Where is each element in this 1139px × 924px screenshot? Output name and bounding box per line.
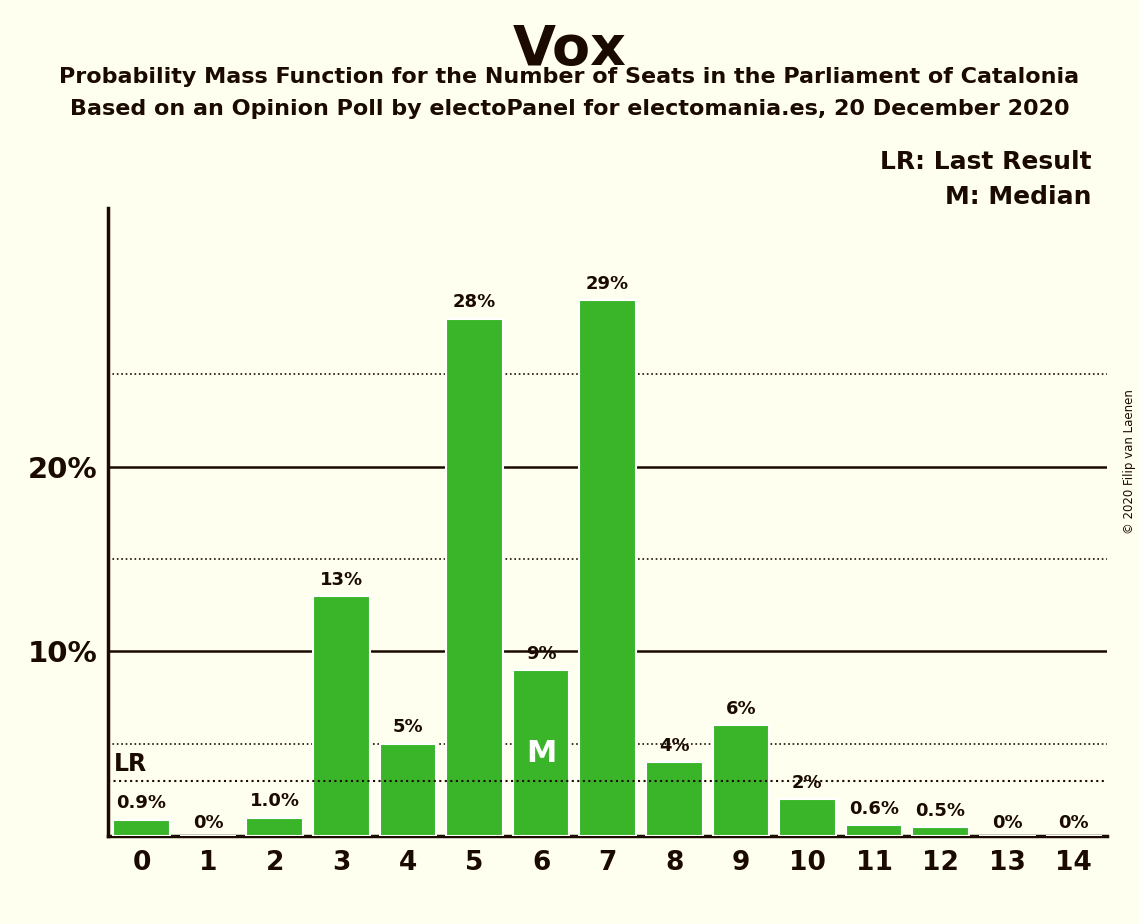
Text: M: Median: M: Median [944,185,1091,209]
Text: LR: LR [114,752,147,776]
Text: 0%: 0% [192,814,223,832]
Text: M: M [526,738,556,768]
Text: Based on an Opinion Poll by electoPanel for electomania.es, 20 December 2020: Based on an Opinion Poll by electoPanel … [69,99,1070,119]
Bar [379,744,436,836]
Bar [846,825,902,836]
Bar [912,827,969,836]
Bar [113,820,170,836]
Bar [446,319,502,836]
Bar [313,596,369,836]
Text: 0.9%: 0.9% [116,795,166,812]
Text: 29%: 29% [587,275,629,293]
Text: 13%: 13% [320,571,363,589]
Text: 0.6%: 0.6% [849,800,899,818]
Text: Vox: Vox [513,23,626,77]
Text: 6%: 6% [726,700,756,718]
Bar [246,818,303,836]
Bar [580,300,636,836]
Text: 2%: 2% [792,774,822,792]
Text: 0%: 0% [1058,814,1089,832]
Text: 0.5%: 0.5% [916,802,966,820]
Bar [713,725,769,836]
Text: 28%: 28% [453,294,497,311]
Bar [513,670,570,836]
Text: LR: Last Result: LR: Last Result [879,150,1091,174]
Text: 4%: 4% [659,737,689,755]
Text: 1.0%: 1.0% [249,793,300,810]
Bar [779,799,836,836]
Text: © 2020 Filip van Laenen: © 2020 Filip van Laenen [1123,390,1136,534]
Text: Probability Mass Function for the Number of Seats in the Parliament of Catalonia: Probability Mass Function for the Number… [59,67,1080,87]
Text: 9%: 9% [526,645,556,663]
Text: 0%: 0% [992,814,1023,832]
Bar [646,762,703,836]
Text: 5%: 5% [393,719,424,736]
